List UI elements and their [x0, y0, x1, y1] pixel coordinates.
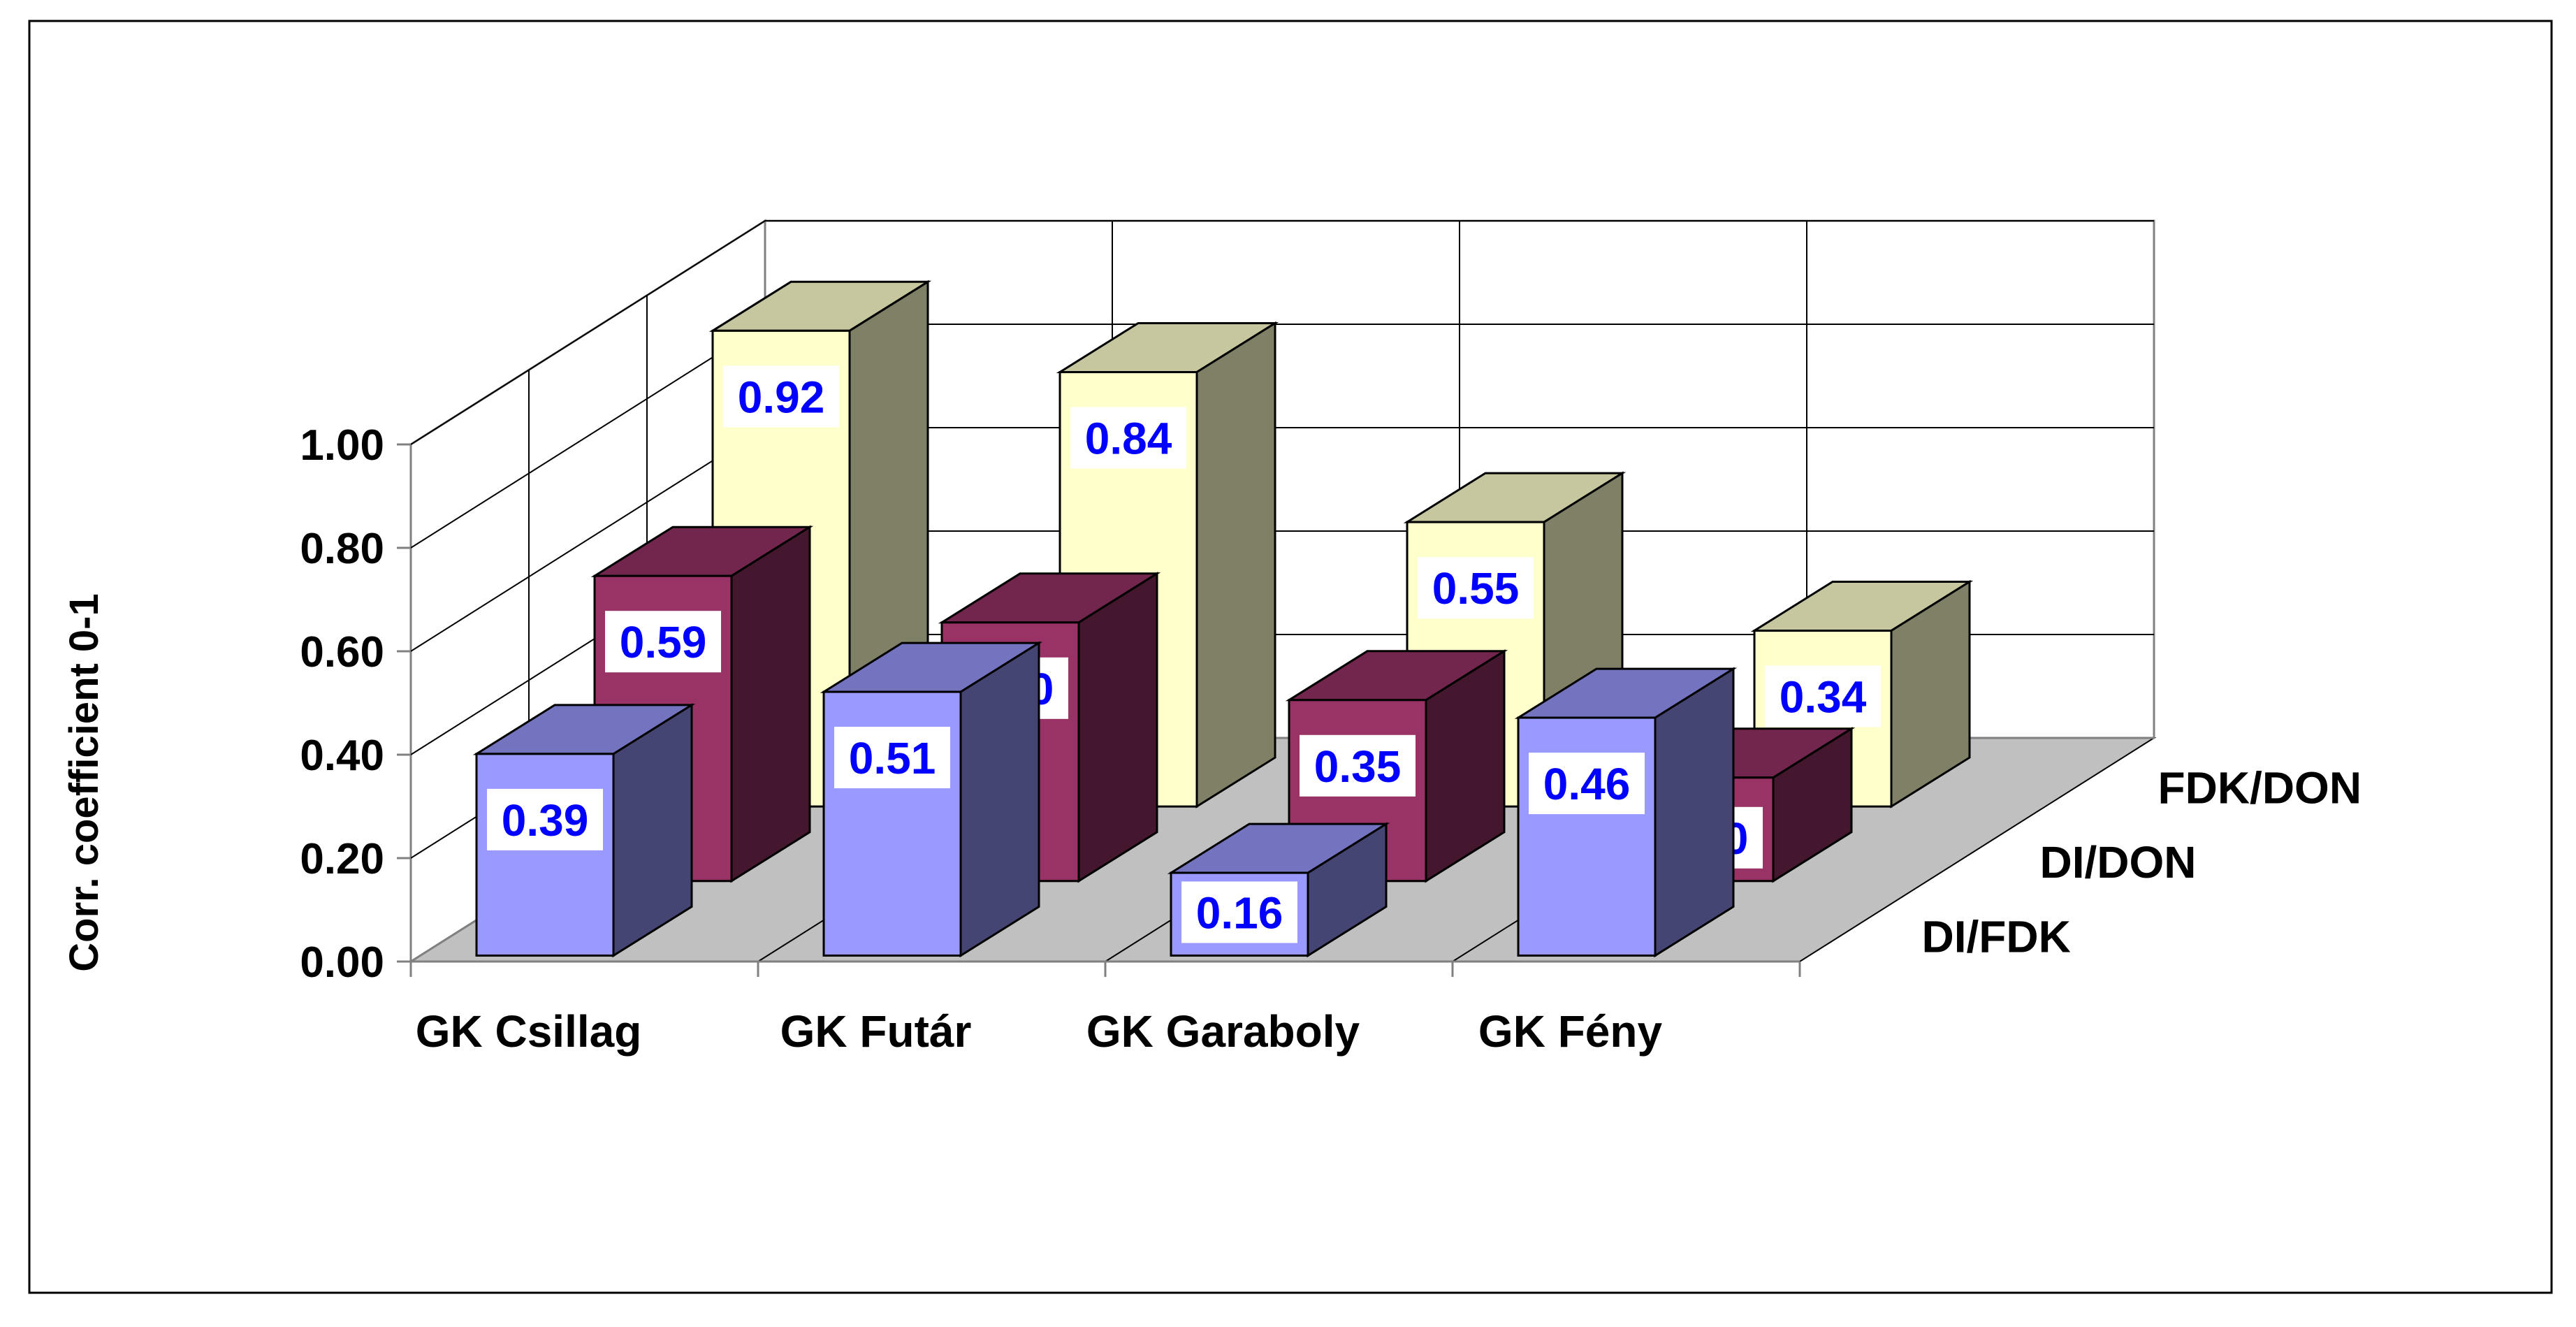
data-label: 0.46	[1543, 759, 1631, 809]
category-label: GK Garaboly	[1086, 1006, 1360, 1057]
category-label: GK Fény	[1478, 1006, 1663, 1057]
bar-side	[1195, 321, 1276, 808]
series-label: FDK/DON	[2158, 762, 2362, 813]
y-tick-label: 1.00	[300, 421, 384, 470]
data-label-bg	[1529, 753, 1645, 815]
chart-bars: 0.340.550.840.920.200.350.500.590.460.16…	[472, 280, 1974, 958]
bar: 0.46	[1514, 667, 1738, 958]
data-label: 0.59	[620, 617, 707, 667]
bar-side	[959, 641, 1040, 958]
data-label: 0.34	[1780, 672, 1867, 723]
y-axis-label: Corr. coefficient 0-1	[61, 593, 107, 971]
data-label: 0.84	[1085, 414, 1172, 464]
y-tick-label: 0.20	[300, 835, 384, 883]
data-label: 0.35	[1314, 741, 1402, 792]
data-label-bg	[605, 611, 722, 673]
data-label-bg	[1181, 881, 1298, 943]
data-label-bg	[1070, 407, 1187, 469]
bar: 0.35	[1285, 649, 1508, 883]
y-tick-label: 0.00	[300, 938, 384, 987]
bar-side	[730, 525, 811, 883]
category-label: GK Futár	[780, 1006, 972, 1057]
data-label: 0.51	[849, 733, 936, 783]
bar-side	[1654, 667, 1735, 958]
series-label: DI/FDK	[1922, 912, 2071, 962]
bar: 0.16	[1167, 822, 1390, 958]
y-tick-label: 0.60	[300, 628, 384, 676]
data-label: 0.55	[1432, 563, 1520, 614]
bar-front	[475, 753, 615, 957]
data-label-bg	[487, 788, 604, 850]
data-label-bg	[1300, 734, 1416, 797]
bar: 0.51	[820, 641, 1043, 958]
data-label-bg	[1765, 665, 1882, 727]
series-label: DI/DON	[2040, 837, 2197, 887]
data-label: 0.39	[502, 795, 589, 846]
data-label-bg	[723, 365, 840, 428]
bar: 0.34	[1750, 579, 1974, 808]
category-label: GK Csillag	[416, 1006, 642, 1057]
data-label-bg	[1418, 557, 1534, 619]
bar-side	[1077, 572, 1158, 883]
data-label: 0.16	[1196, 887, 1283, 938]
chart-text: 0.00 0.20 0.40 0.60 0.80 1.00 GK Csillag GK Fut…	[300, 421, 2362, 1057]
bar: 0.39	[472, 703, 696, 958]
y-tick-label: 0.40	[300, 732, 384, 780]
data-label-bg	[834, 727, 951, 789]
y-tick-label: 0.80	[300, 525, 384, 573]
data-label: 0.92	[738, 372, 825, 422]
